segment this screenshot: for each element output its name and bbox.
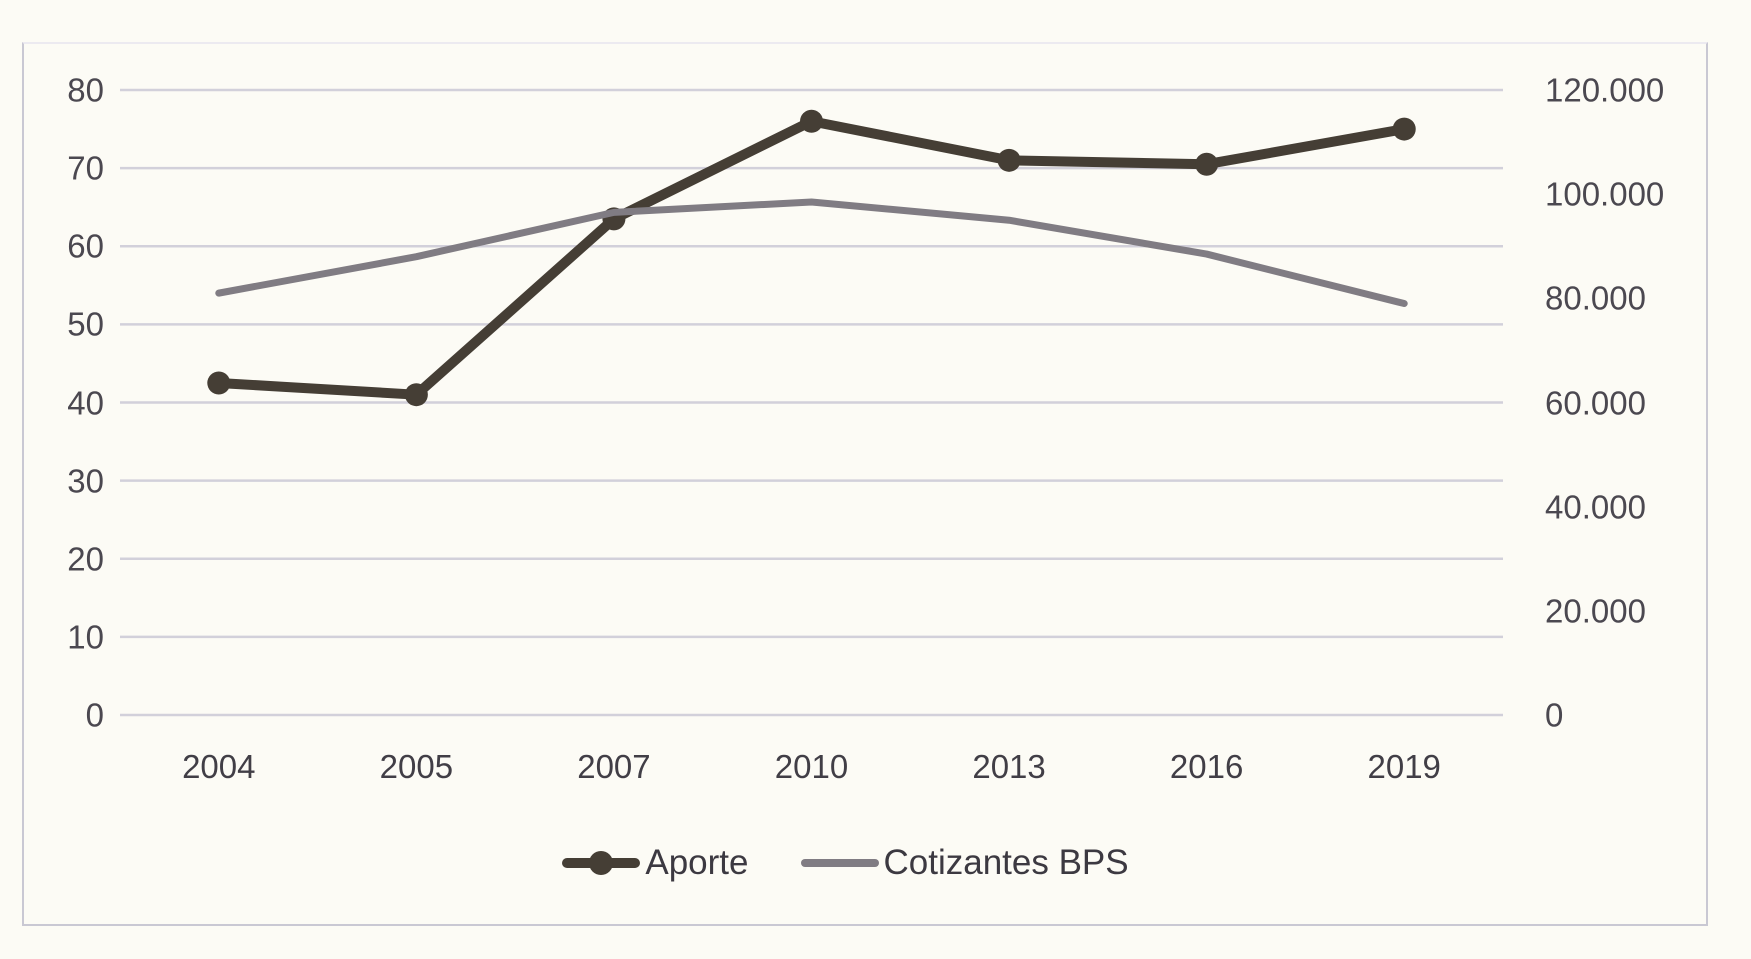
legend-label-cotizantes: Cotizantes BPS	[883, 843, 1129, 882]
data-point-marker	[1195, 152, 1219, 176]
data-point-marker	[997, 148, 1021, 172]
x-axis-tick: 2007	[577, 748, 651, 785]
left-axis-tick: 10	[67, 618, 104, 656]
x-axis-tick: 2010	[774, 748, 849, 785]
legend-label-aporte: Aporte	[645, 843, 749, 882]
left-axis-tick: 40	[67, 384, 104, 421]
x-axis-tick: 2005	[379, 748, 454, 785]
cotizantes-line-icon	[800, 851, 879, 875]
data-point-marker	[207, 371, 231, 395]
right-axis-tick: 0	[1545, 696, 1564, 734]
series-line-cotizantes-bps	[215, 198, 1408, 308]
left-axis-tick: 80	[67, 71, 104, 109]
right-axis-tick: 80.000	[1545, 279, 1646, 317]
chart-border	[22, 42, 1708, 926]
right-axis-tick: 20.000	[1545, 592, 1646, 630]
legend-item-cotizantes[interactable]: Cotizantes BPS	[800, 843, 1129, 883]
data-point-marker	[1392, 117, 1416, 141]
left-axis-tick: 70	[67, 149, 104, 187]
left-axis-tick: 20	[67, 540, 104, 578]
legend: Aporte Cotizantes BPS	[0, 843, 1691, 883]
x-axis-tick: 2016	[1169, 748, 1244, 785]
aporte-line-marker-icon	[562, 851, 641, 875]
x-axis-tick: 2013	[972, 748, 1046, 785]
right-axis-tick: 100.000	[1545, 175, 1665, 213]
right-axis-tick: 60.000	[1545, 384, 1646, 421]
legend-item-aporte[interactable]: Aporte	[562, 843, 749, 883]
left-axis-tick: 30	[67, 462, 104, 500]
right-axis-tick: 40.000	[1545, 488, 1646, 526]
data-point-marker	[404, 383, 428, 407]
data-point-marker	[800, 109, 823, 133]
left-axis-tick: 0	[85, 696, 104, 734]
x-axis-tick: 2004	[182, 748, 256, 785]
left-axis-tick: 60	[67, 227, 104, 265]
left-axis-tick: 50	[67, 305, 104, 343]
right-axis-tick: 120.000	[1545, 71, 1665, 109]
x-axis-tick: 2019	[1367, 748, 1441, 785]
